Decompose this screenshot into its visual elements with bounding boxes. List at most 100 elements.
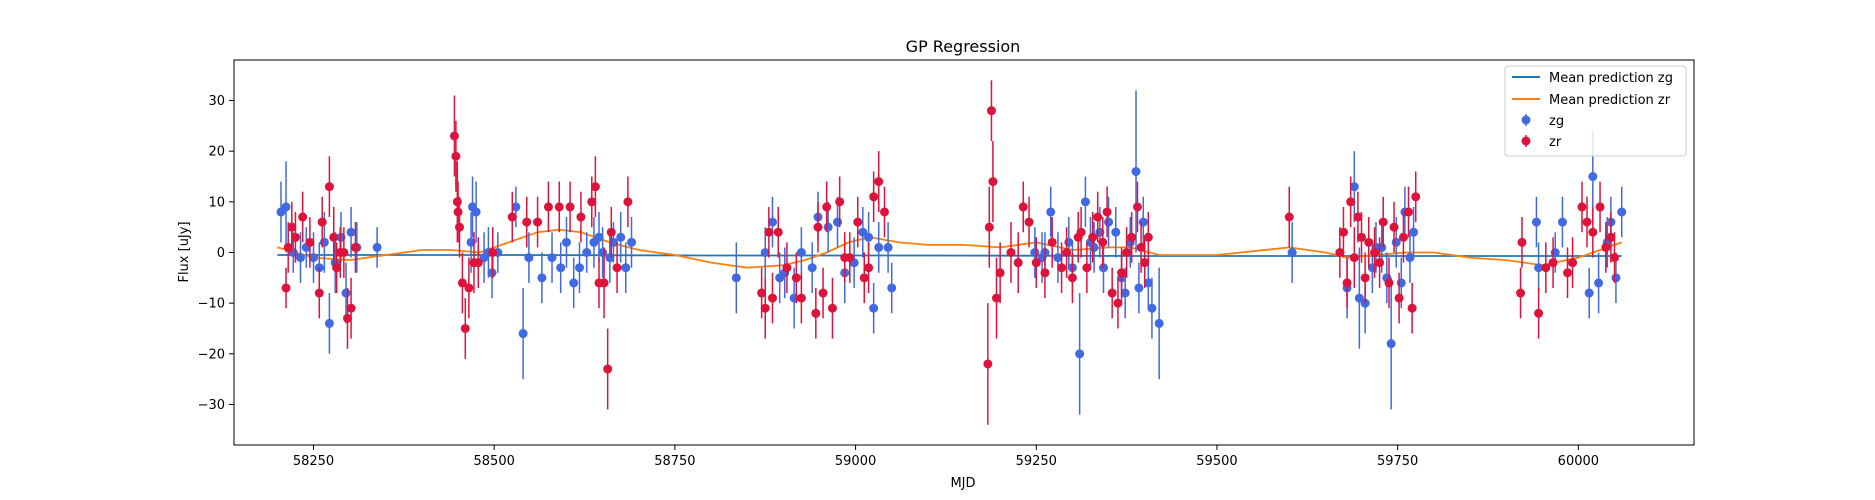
data-point-zg	[1584, 288, 1594, 298]
data-point-zr	[329, 232, 339, 242]
plot-area	[276, 80, 1627, 425]
data-point-zg	[1080, 197, 1090, 207]
data-point-zr	[1107, 288, 1117, 298]
data-point-zg	[524, 253, 534, 263]
data-point-zg	[864, 232, 874, 242]
data-point-zr	[1517, 237, 1527, 247]
data-point-zg	[1617, 207, 1627, 217]
data-point-zr	[1335, 248, 1345, 257]
data-point-zg	[598, 248, 608, 257]
x-axis-label: MJD	[950, 476, 975, 491]
data-point-zr	[565, 202, 575, 212]
data-point-zg	[1089, 242, 1099, 252]
data-point-zr	[1389, 222, 1399, 232]
data-point-zr	[859, 273, 869, 283]
data-point-zr	[1394, 293, 1404, 303]
series-zr	[281, 80, 1619, 425]
data-point-zr	[1006, 248, 1016, 257]
data-point-zg	[518, 329, 528, 339]
data-point-zr	[1411, 192, 1421, 202]
legend-frame	[1504, 65, 1687, 157]
data-point-zr	[773, 227, 783, 237]
data-point-zg	[319, 237, 329, 247]
data-point-zr	[1117, 268, 1127, 278]
data-point-zr	[488, 248, 498, 257]
y-tick-label: 30	[208, 94, 225, 109]
data-point-zr	[1370, 248, 1380, 257]
data-point-zr	[1127, 232, 1137, 242]
data-point-zg	[1396, 278, 1406, 288]
data-point-zg	[1138, 217, 1148, 227]
y-tick-label: −20	[198, 347, 225, 362]
data-point-zg	[556, 263, 566, 273]
x-axis: 58250 58500 58750 59000 59250 59500 59750 60000	[293, 445, 1599, 469]
y-tick-label: 20	[208, 145, 225, 160]
data-point-zr	[1122, 248, 1132, 257]
x-tick-label: 59000	[835, 454, 876, 469]
data-point-zr	[1284, 212, 1294, 222]
data-point-zr	[1113, 298, 1123, 308]
data-point-zg	[731, 273, 741, 283]
data-point-zr	[576, 212, 586, 222]
data-point-zr	[760, 303, 770, 313]
data-point-zr	[1040, 268, 1050, 278]
legend-label-zr-line: Mean prediction zr	[1549, 93, 1671, 108]
data-point-zr	[986, 106, 996, 116]
data-point-zr	[507, 212, 517, 222]
data-point-zr	[457, 278, 467, 288]
data-point-zr	[1404, 207, 1414, 217]
data-point-zr	[1346, 197, 1356, 207]
data-point-zr	[1136, 242, 1146, 252]
data-point-zr	[449, 131, 459, 141]
data-point-zr	[1047, 237, 1057, 247]
data-point-zr	[811, 308, 821, 318]
data-point-zg	[1409, 227, 1419, 237]
data-point-zr	[1577, 202, 1587, 212]
data-point-zr	[290, 232, 300, 242]
y-axis-label: Flux [uJy]	[177, 221, 192, 282]
data-point-zr	[460, 323, 470, 333]
data-point-zg	[1588, 172, 1598, 182]
x-tick-label: 58750	[654, 454, 695, 469]
data-point-zr	[1062, 248, 1072, 257]
data-point-zg	[1534, 263, 1544, 273]
data-point-zr	[1563, 268, 1573, 278]
data-point-zg	[807, 263, 817, 273]
data-point-zr	[1098, 237, 1108, 247]
data-point-zr	[590, 182, 600, 192]
data-point-zg	[869, 303, 879, 313]
data-point-zr	[298, 212, 308, 222]
data-point-zg	[616, 232, 626, 242]
data-point-zr	[764, 227, 774, 237]
data-point-zr	[606, 227, 616, 237]
data-point-zr	[1588, 227, 1598, 237]
data-point-zr	[1407, 303, 1417, 313]
data-point-zg	[1377, 242, 1387, 252]
y-tick-label: −30	[198, 398, 225, 413]
data-point-zr	[1595, 202, 1605, 212]
data-point-zg	[1405, 253, 1415, 263]
data-point-zr	[818, 288, 828, 298]
data-point-zr	[864, 263, 874, 273]
data-point-zg	[605, 253, 615, 263]
data-point-zr	[1516, 288, 1526, 298]
data-point-zg	[1075, 349, 1085, 359]
data-point-zr	[346, 303, 356, 313]
data-point-zr	[287, 222, 297, 232]
data-point-zr	[1088, 232, 1098, 242]
data-point-zg	[1354, 293, 1364, 303]
data-point-zr	[1364, 237, 1374, 247]
data-point-zg	[1391, 237, 1401, 247]
data-point-zr	[1582, 217, 1592, 227]
data-point-zr	[1140, 258, 1150, 268]
data-point-zr	[1031, 258, 1041, 268]
data-point-zr	[822, 202, 832, 212]
data-point-zr	[281, 283, 291, 293]
data-point-zr	[554, 202, 564, 212]
data-point-zr	[1609, 253, 1619, 263]
data-point-zg	[1531, 217, 1541, 227]
data-point-zr	[1093, 212, 1103, 222]
data-point-zg	[621, 263, 631, 273]
data-point-zg	[295, 253, 305, 263]
